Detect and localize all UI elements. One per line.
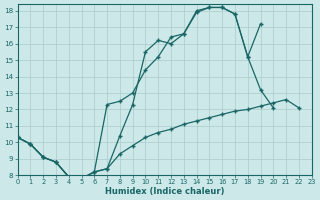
X-axis label: Humidex (Indice chaleur): Humidex (Indice chaleur)	[105, 187, 224, 196]
